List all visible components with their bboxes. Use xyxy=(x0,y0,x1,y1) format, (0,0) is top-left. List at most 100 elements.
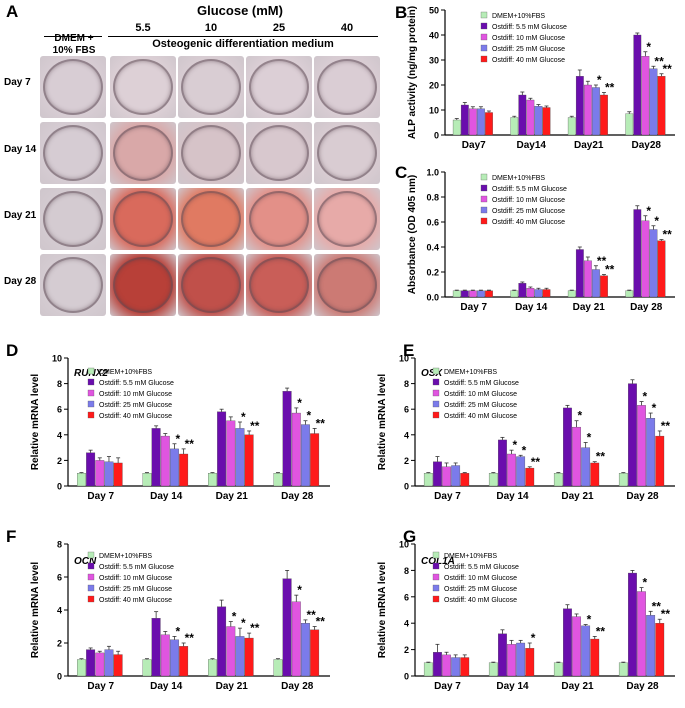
bar xyxy=(649,229,658,298)
bar xyxy=(77,659,86,677)
bar xyxy=(592,269,600,298)
y-tick-label: 0 xyxy=(434,131,439,141)
bar xyxy=(460,657,470,677)
significance-mark: ** xyxy=(185,437,195,451)
bar xyxy=(95,652,105,677)
legend-label: Ostdiff: 5.5 mM Glucose xyxy=(492,24,567,31)
x-tick-label: Day 14 xyxy=(515,302,548,313)
bar xyxy=(226,626,236,677)
bar xyxy=(646,615,656,677)
y-tick-label: 6 xyxy=(404,592,409,602)
chart-g: G COL1A 0 2 4 6 8 10 Relative mRNA level Day 7 * Da… xyxy=(377,527,675,692)
bar xyxy=(641,220,650,298)
bar xyxy=(433,461,442,487)
bar xyxy=(208,659,217,677)
significance-mark: * xyxy=(241,410,246,424)
panel-label-d: D xyxy=(6,341,18,360)
legend-swatch xyxy=(87,389,95,397)
well-r1-c2 xyxy=(110,56,176,118)
conc-label-5-5: 5.5 xyxy=(135,22,151,34)
medium-header: Osteogenic differentiation medium xyxy=(152,38,334,50)
legend-label: Ostdiff: 25 mM Glucose xyxy=(492,46,565,53)
x-tick-label: Day 14 xyxy=(150,491,183,502)
bar xyxy=(142,659,152,677)
significance-mark: * xyxy=(513,438,518,452)
bar xyxy=(572,426,581,487)
bar xyxy=(575,249,584,298)
significance-mark: * xyxy=(587,613,592,627)
chart-title: OSX xyxy=(421,368,443,379)
bar xyxy=(142,473,152,487)
well-r2-c1 xyxy=(40,122,106,184)
bar xyxy=(244,434,254,487)
bar xyxy=(485,290,493,298)
legend-label: DMEM+10%FBS xyxy=(444,369,497,376)
y-tick-label: 6 xyxy=(57,405,62,415)
bar xyxy=(583,260,592,298)
y-tick-label: 50 xyxy=(429,6,439,16)
y-tick-label: 4 xyxy=(57,606,62,616)
bar xyxy=(77,473,86,487)
legend-label: Ostdiff: 5.5 mM Glucose xyxy=(492,186,567,193)
significance-mark: * xyxy=(522,443,527,457)
bar xyxy=(518,94,527,136)
row-label-day7: Day 7 xyxy=(4,77,31,88)
y-tick-label: 10 xyxy=(429,106,439,116)
y-tick-label: 1.0 xyxy=(426,168,439,178)
x-tick-label: Day 7 xyxy=(434,491,461,502)
row-label-day21: Day 21 xyxy=(4,210,37,221)
significance-mark: ** xyxy=(531,455,541,469)
x-tick-label: Day 21 xyxy=(573,302,606,313)
y-tick-label: 4 xyxy=(404,430,409,440)
y-tick-label: 4 xyxy=(404,619,409,629)
significance-mark: ** xyxy=(596,624,606,638)
bar xyxy=(273,473,283,487)
chart-title: OCN xyxy=(74,556,97,567)
bar xyxy=(179,646,189,677)
y-tick-label: 8 xyxy=(57,540,62,550)
y-tick-label: 2 xyxy=(57,639,62,649)
bar xyxy=(633,209,642,298)
significance-mark: ** xyxy=(596,450,606,464)
conc-label-25: 25 xyxy=(272,22,286,34)
bar xyxy=(618,473,628,487)
x-tick-label: Day 14 xyxy=(150,681,183,692)
significance-mark: ** xyxy=(661,607,671,621)
y-tick-label: 0.6 xyxy=(426,218,439,228)
legend-swatch xyxy=(480,11,488,19)
control-divider xyxy=(44,36,102,37)
bar xyxy=(442,466,451,487)
panel-a-label: A xyxy=(6,2,19,21)
bar xyxy=(151,428,161,487)
bar xyxy=(113,462,123,487)
row-label-day28: Day 28 xyxy=(4,276,37,287)
y-tick-label: 6 xyxy=(57,573,62,583)
bar xyxy=(553,662,563,677)
well-r1-c5 xyxy=(314,56,380,118)
bar xyxy=(244,637,254,677)
bar xyxy=(291,412,301,487)
bar xyxy=(581,625,591,677)
y-tick-label: 8 xyxy=(57,379,62,389)
y-tick-label: 40 xyxy=(429,31,439,41)
bar xyxy=(208,473,217,487)
chart-b: B 0 10 20 30 40 50 ALP activity (ng/mg protein)… xyxy=(395,3,675,151)
bar xyxy=(657,240,666,298)
row-label-day14: Day 14 xyxy=(4,144,37,155)
y-tick-label: 6 xyxy=(404,405,409,415)
y-axis-label: Relative mRNA level xyxy=(30,562,41,659)
legend-swatch xyxy=(87,584,95,592)
legend-swatch xyxy=(480,217,488,225)
legend-swatch xyxy=(87,595,95,603)
legend-label: Ostdiff: 25 mM Glucose xyxy=(444,586,517,593)
legend-label: Ostdiff: 5.5 mM Glucose xyxy=(99,380,174,387)
bar xyxy=(460,473,470,487)
significance-mark: ** xyxy=(250,621,260,635)
bar xyxy=(310,433,320,487)
significance-mark: * xyxy=(175,432,180,446)
y-tick-label: 4 xyxy=(57,430,62,440)
legend-swatch xyxy=(87,400,95,408)
bar xyxy=(301,424,310,487)
legend-label: Ostdiff: 40 mM Glucose xyxy=(99,597,172,604)
legend-label: Ostdiff: 10 mM Glucose xyxy=(492,35,565,42)
